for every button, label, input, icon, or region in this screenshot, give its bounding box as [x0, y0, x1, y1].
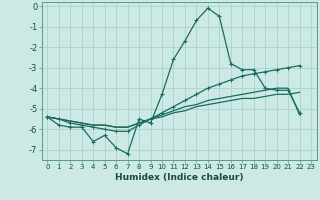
- X-axis label: Humidex (Indice chaleur): Humidex (Indice chaleur): [115, 173, 244, 182]
